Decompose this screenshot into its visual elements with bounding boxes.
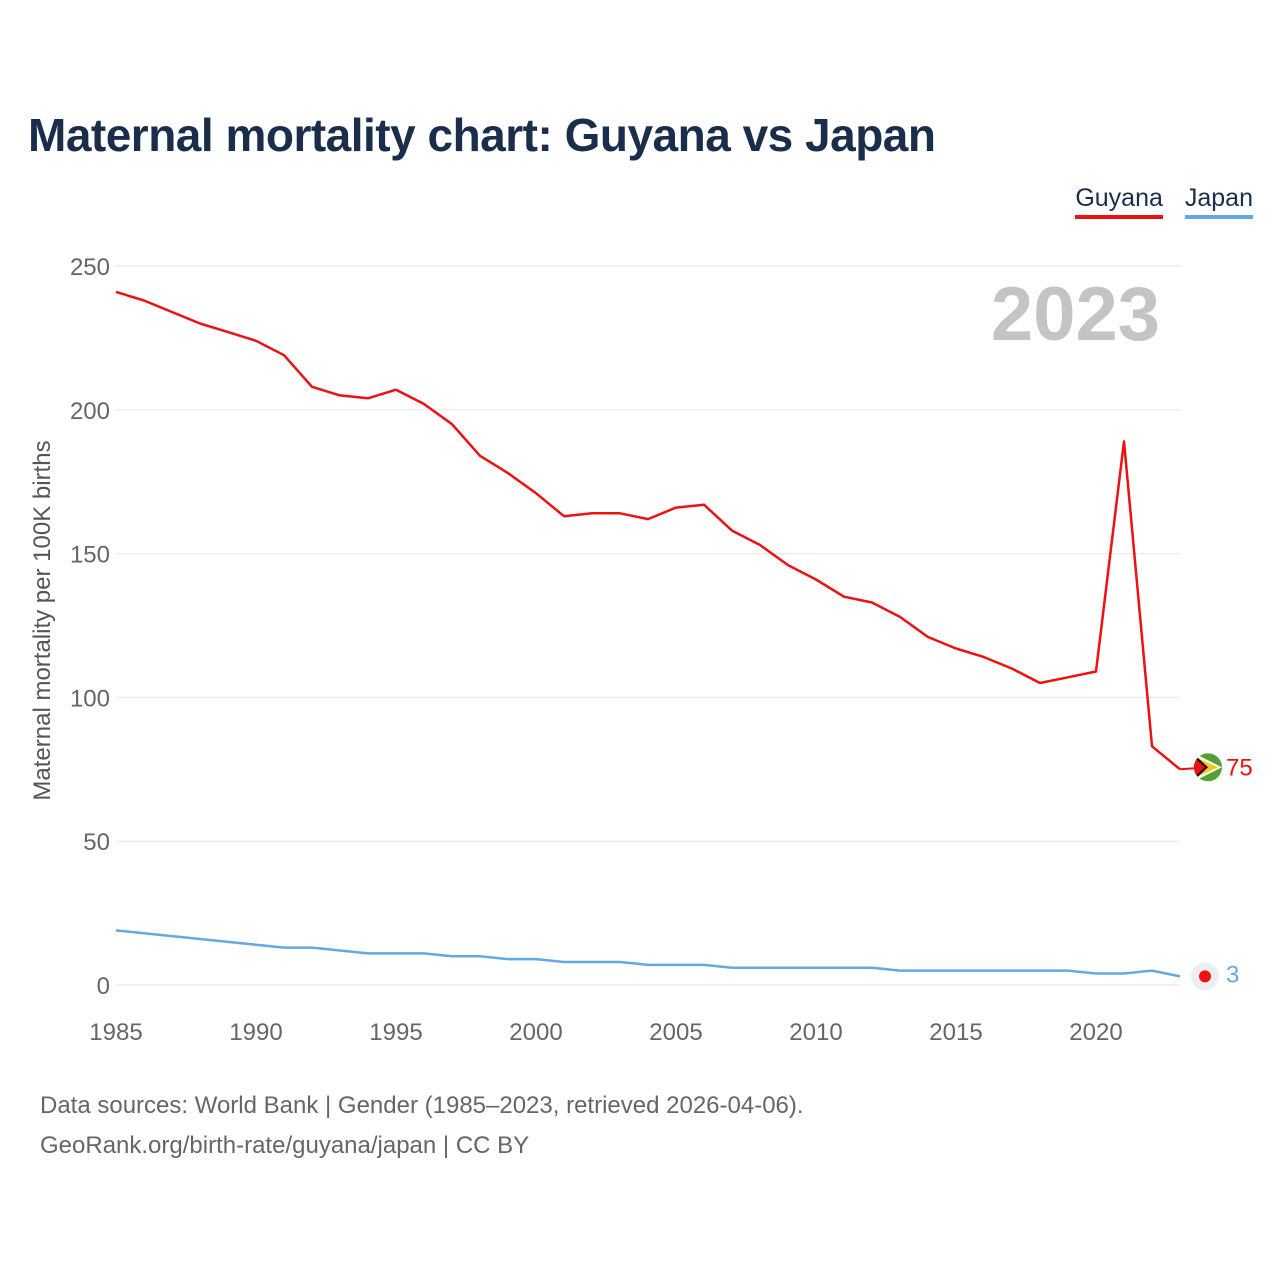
- y-tick-label: 250: [70, 254, 110, 281]
- footer-link[interactable]: GeoRank.org/birth-rate/guyana/japan | CC…: [40, 1132, 530, 1159]
- x-tick-label: 2000: [509, 1019, 562, 1046]
- year-watermark: 2023: [991, 272, 1160, 357]
- guyana-connector: [1179, 767, 1196, 771]
- y-tick-label: 0: [97, 973, 110, 1000]
- japan-end-label: 3: [1226, 961, 1239, 988]
- series-line-japan: [115, 929, 1181, 978]
- y-tick-label: 200: [70, 398, 110, 425]
- chart-title: Maternal mortality chart: Guyana vs Japa…: [28, 109, 936, 161]
- guyana-flag-red: [1194, 757, 1205, 778]
- legend: Guyana Japan: [1075, 184, 1253, 219]
- legend-guyana[interactable]: Guyana: [1075, 184, 1163, 219]
- y-tick-label: 50: [83, 829, 110, 856]
- x-tick-label: 2005: [649, 1019, 702, 1046]
- x-tick-label: 2015: [929, 1019, 982, 1046]
- x-tick-label: 1995: [369, 1019, 422, 1046]
- y-axis-label: Maternal mortality per 100K births: [29, 440, 56, 800]
- series-line-guyana: [115, 290, 1181, 771]
- footer: Data sources: World Bank | Gender (1985–…: [40, 1086, 804, 1166]
- line-chart: 0 50 100 150 200 250 1985 1990 1995 2000 2005 2010 2…: [29, 254, 1253, 1046]
- x-tick-label: 2010: [789, 1019, 842, 1046]
- y-tick-label: 150: [70, 542, 110, 569]
- x-tick-label: 2020: [1069, 1019, 1122, 1046]
- japan-marker-dot: [1199, 970, 1211, 983]
- guyana-end-label: 75: [1226, 754, 1253, 781]
- y-tick-label: 100: [70, 685, 110, 712]
- footer-source: Data sources: World Bank | Gender (1985–…: [40, 1092, 804, 1119]
- x-tick-label: 1985: [89, 1019, 142, 1046]
- x-tick-label: 1990: [229, 1019, 282, 1046]
- legend-japan[interactable]: Japan: [1184, 184, 1253, 219]
